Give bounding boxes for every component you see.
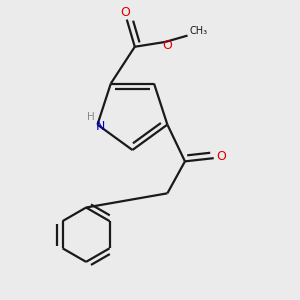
Text: N: N [96,120,105,133]
Text: O: O [120,6,130,19]
Text: O: O [162,39,172,52]
Text: H: H [87,112,95,122]
Text: CH₃: CH₃ [189,26,207,36]
Text: O: O [216,150,226,163]
